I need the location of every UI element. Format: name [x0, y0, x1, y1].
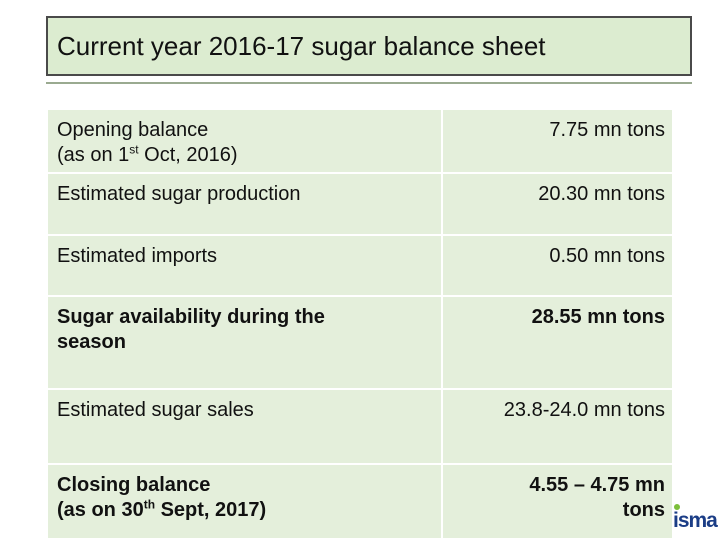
title-divider — [46, 82, 692, 84]
row-value: 20.30 mn tons — [441, 172, 674, 236]
row-label: Opening balance (as on 1st Oct, 2016) — [46, 108, 443, 174]
title-box: Current year 2016-17 sugar balance sheet — [46, 16, 692, 76]
row-value: 7.75 mn tons — [441, 108, 674, 174]
row-value: 23.8-24.0 mn tons — [441, 388, 674, 465]
logo-wordmark: isma — [673, 509, 718, 532]
isma-logo: isma — [673, 504, 719, 538]
row-label: Closing balance (as on 30th Sept, 2017) — [46, 463, 443, 540]
table-row-availability: Sugar availability during the season 28.5… — [46, 295, 674, 390]
row-value: 28.55 mn tons — [441, 295, 674, 390]
page-title: Current year 2016-17 sugar balance sheet — [57, 30, 546, 61]
row-label: Sugar availability during the season — [46, 295, 443, 390]
row-label: Estimated sugar sales — [46, 388, 443, 465]
row-label: Estimated imports — [46, 234, 443, 297]
table-row-opening-balance: Opening balance (as on 1st Oct, 2016) 7.7… — [46, 108, 674, 174]
table-row-closing-balance: Closing balance (as on 30th Sept, 2017) 4… — [46, 463, 674, 540]
row-value: 0.50 mn tons — [441, 234, 674, 297]
table-row-sugar-sales: Estimated sugar sales 23.8-24.0 mn tons — [46, 388, 674, 465]
table-row-imports: Estimated imports 0.50 mn tons — [46, 234, 674, 297]
logo-leaf-icon — [674, 504, 680, 510]
row-label: Estimated sugar production — [46, 172, 443, 236]
balance-sheet-table: Opening balance (as on 1st Oct, 2016) 7.7… — [46, 108, 674, 540]
table-row-sugar-production: Estimated sugar production 20.30 mn tons — [46, 172, 674, 236]
row-value: 4.55 – 4.75 mn tons — [441, 463, 674, 540]
